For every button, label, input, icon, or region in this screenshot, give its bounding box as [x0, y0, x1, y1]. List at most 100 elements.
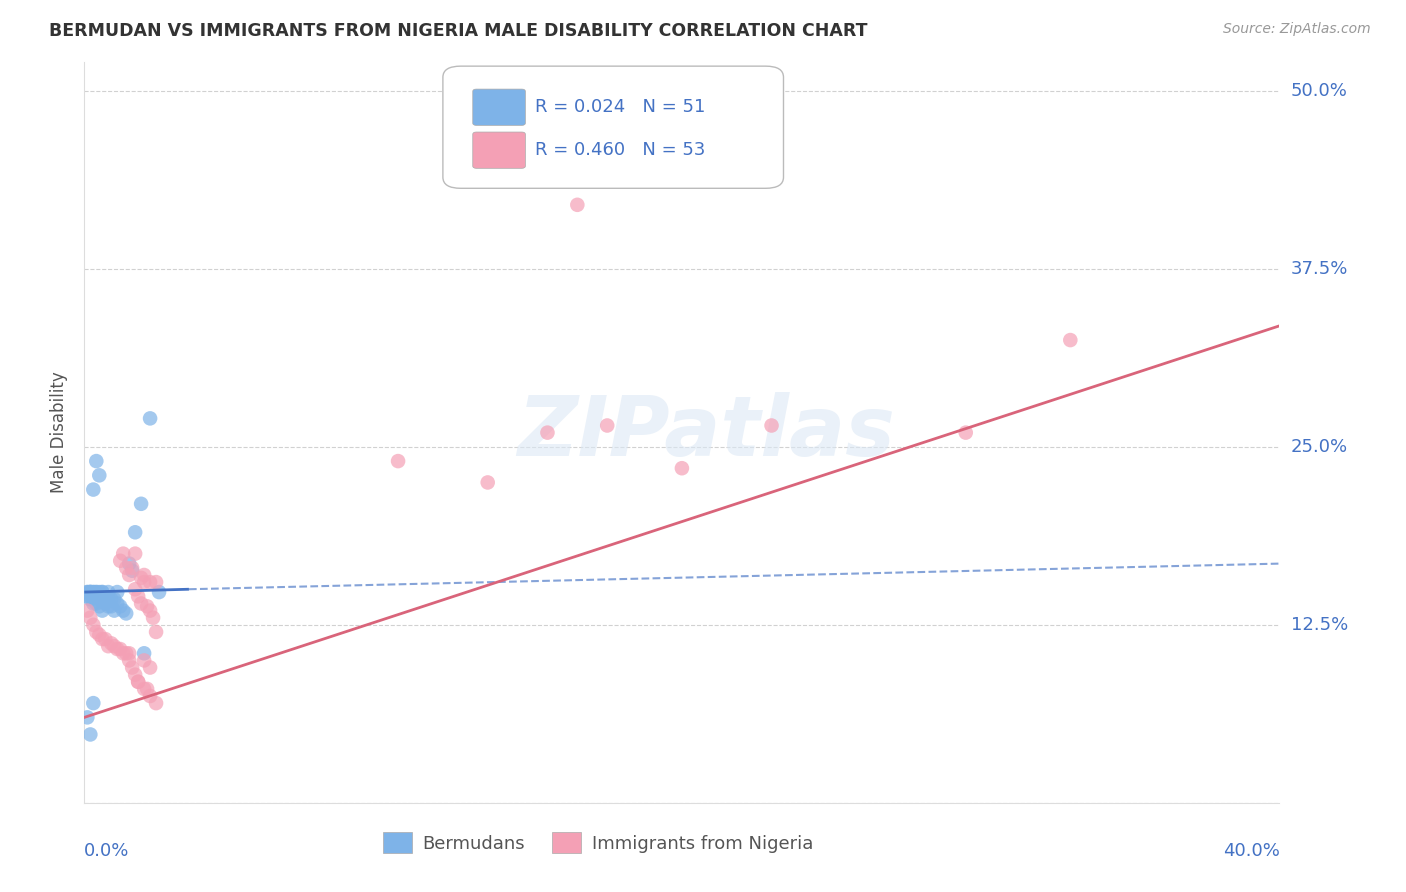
Point — [79, 585, 101, 599]
Point — [115, 607, 138, 621]
Point — [139, 604, 162, 618]
Point — [86, 590, 108, 604]
Point — [103, 639, 125, 653]
Point — [97, 599, 120, 614]
Point — [76, 585, 98, 599]
Point — [86, 624, 108, 639]
Point — [118, 653, 141, 667]
Point — [76, 585, 98, 599]
Point — [115, 646, 138, 660]
Point — [97, 639, 120, 653]
Text: 0.0%: 0.0% — [84, 842, 129, 860]
Point — [86, 597, 108, 611]
Point — [139, 689, 162, 703]
Point — [82, 590, 104, 604]
Point — [89, 468, 111, 483]
Point — [105, 642, 128, 657]
Point — [145, 624, 167, 639]
Point — [82, 597, 104, 611]
Point — [127, 674, 149, 689]
Text: BERMUDAN VS IMMIGRANTS FROM NIGERIA MALE DISABILITY CORRELATION CHART: BERMUDAN VS IMMIGRANTS FROM NIGERIA MALE… — [49, 22, 868, 40]
FancyBboxPatch shape — [443, 66, 783, 188]
Point — [76, 604, 98, 618]
Point — [79, 727, 101, 741]
Point — [94, 590, 117, 604]
Point — [79, 610, 101, 624]
Point — [567, 198, 589, 212]
Point — [115, 561, 138, 575]
Point — [477, 475, 499, 490]
Point — [105, 597, 128, 611]
Point — [89, 585, 111, 599]
Point — [94, 632, 117, 646]
Point — [112, 547, 135, 561]
Point — [596, 418, 619, 433]
FancyBboxPatch shape — [472, 89, 526, 126]
Point — [132, 568, 156, 582]
Text: 12.5%: 12.5% — [1291, 615, 1348, 634]
Point — [112, 604, 135, 618]
Point — [124, 547, 146, 561]
Text: 25.0%: 25.0% — [1291, 438, 1348, 456]
Point — [82, 483, 104, 497]
Point — [124, 525, 146, 540]
Point — [139, 411, 162, 425]
Point — [132, 646, 156, 660]
Point — [121, 561, 143, 575]
Point — [79, 585, 101, 599]
Point — [124, 582, 146, 597]
Point — [79, 590, 101, 604]
Point — [110, 642, 132, 657]
Point — [89, 628, 111, 642]
Point — [129, 597, 152, 611]
Point — [91, 632, 114, 646]
Point — [91, 592, 114, 607]
Point — [82, 585, 104, 599]
Point — [91, 604, 114, 618]
Point — [86, 585, 108, 599]
Point — [79, 585, 101, 599]
Point — [97, 585, 120, 599]
Point — [121, 564, 143, 578]
Point — [118, 646, 141, 660]
Point — [79, 585, 101, 599]
Point — [100, 599, 122, 614]
Point — [136, 599, 159, 614]
Point — [91, 585, 114, 599]
Text: R = 0.024   N = 51: R = 0.024 N = 51 — [534, 98, 706, 116]
Y-axis label: Male Disability: Male Disability — [51, 372, 69, 493]
FancyBboxPatch shape — [472, 132, 526, 169]
Point — [76, 710, 98, 724]
Point — [142, 610, 165, 624]
Point — [110, 599, 132, 614]
Point — [387, 454, 409, 468]
Point — [86, 454, 108, 468]
Point — [94, 597, 117, 611]
Point — [100, 592, 122, 607]
Point — [1059, 333, 1081, 347]
Point — [82, 617, 104, 632]
Point — [761, 418, 783, 433]
Point — [129, 571, 152, 585]
Point — [145, 696, 167, 710]
Point — [955, 425, 977, 440]
Point — [121, 660, 143, 674]
Point — [139, 660, 162, 674]
Legend: Bermudans, Immigrants from Nigeria: Bermudans, Immigrants from Nigeria — [375, 825, 821, 861]
Point — [132, 575, 156, 590]
Text: 37.5%: 37.5% — [1291, 260, 1348, 278]
Point — [536, 425, 558, 440]
Text: Source: ZipAtlas.com: Source: ZipAtlas.com — [1223, 22, 1371, 37]
Point — [136, 681, 159, 696]
Point — [118, 557, 141, 571]
Point — [148, 585, 170, 599]
Point — [100, 636, 122, 650]
Point — [103, 604, 125, 618]
Point — [79, 592, 101, 607]
Point — [118, 568, 141, 582]
Point — [132, 653, 156, 667]
Point — [129, 497, 152, 511]
Point — [124, 667, 146, 681]
Point — [86, 585, 108, 599]
Point — [112, 646, 135, 660]
